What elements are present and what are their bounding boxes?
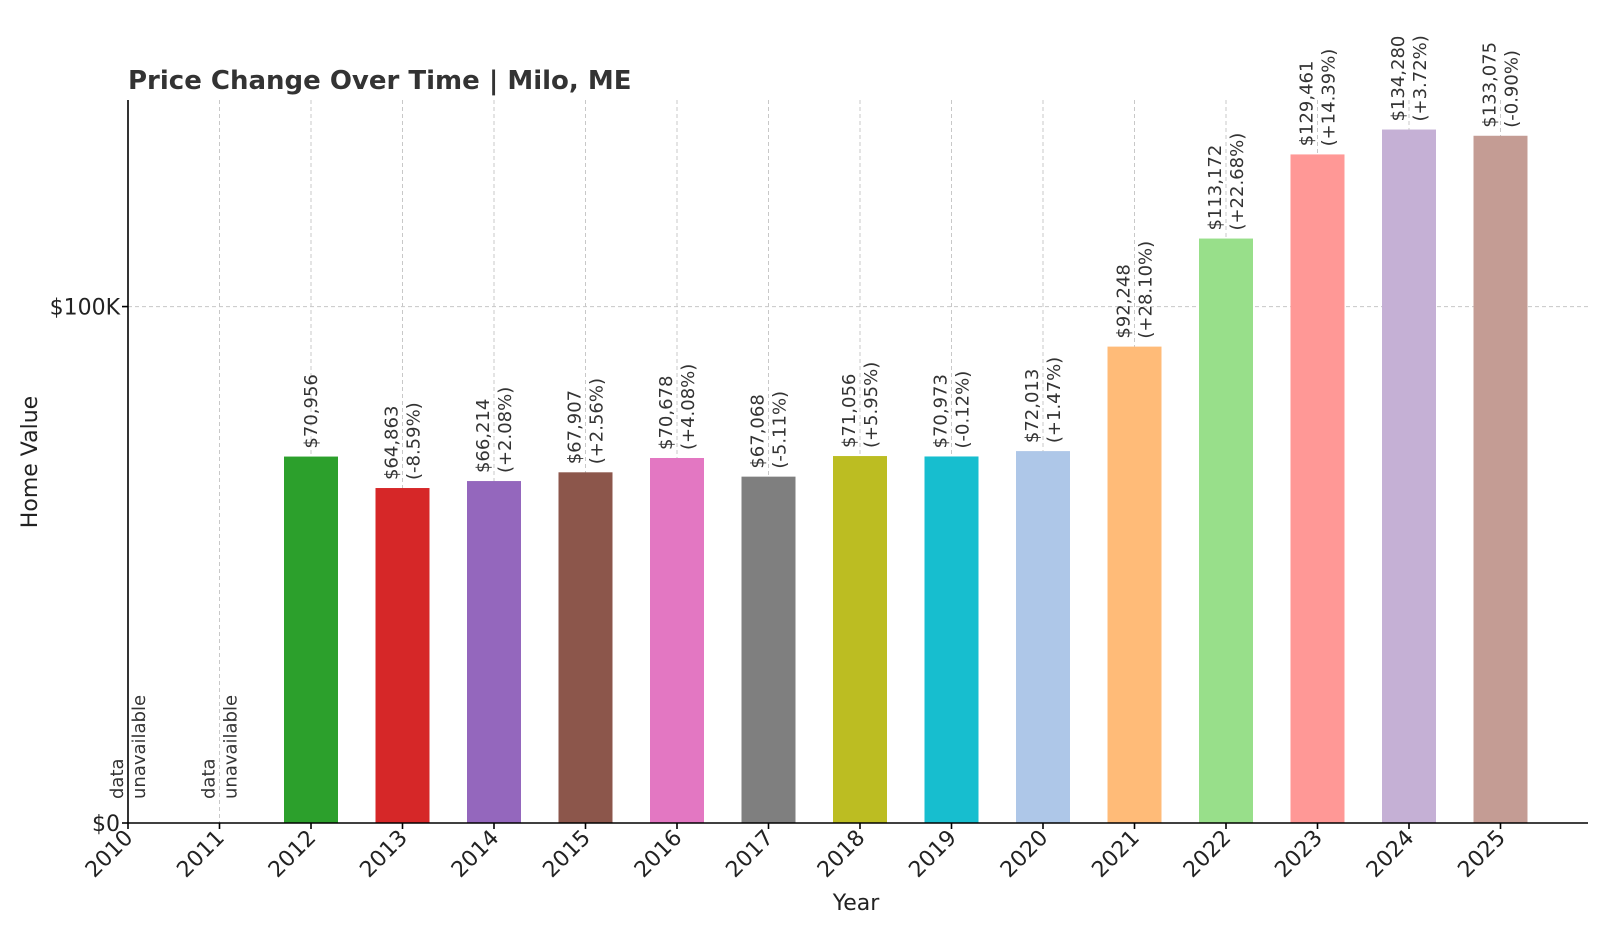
data-label-value: $64,863: [382, 406, 403, 480]
data-unavailable-line1: data: [199, 758, 220, 799]
x-tick-label-2014: 2014: [447, 826, 504, 883]
x-tick-label-2012: 2012: [264, 826, 321, 883]
data-label-value: $67,907: [565, 390, 586, 464]
bar-2012: [284, 456, 338, 823]
data-label-value: $70,973: [931, 374, 952, 448]
data-label-group: $67,907 (+2.56%): [565, 378, 608, 464]
data-label-change: (+3.72%): [1410, 35, 1431, 121]
y-axis-label: Home Value: [18, 396, 43, 528]
data-label-change: (-5.11%): [770, 391, 791, 469]
x-tick-label-2022: 2022: [1179, 826, 1236, 883]
bar-2015: [558, 472, 613, 823]
bar-2014: [467, 481, 521, 823]
x-tick-label-2015: 2015: [538, 826, 595, 883]
data-label-value: $70,678: [656, 376, 677, 450]
data-unavailable-label: data unavailable: [107, 695, 150, 799]
x-tick-label-2025: 2025: [1453, 826, 1510, 883]
bar-2018: [833, 456, 887, 823]
data-label-value: $129,461: [1297, 61, 1318, 147]
chart-title: Price Change Over Time | Milo, ME: [128, 66, 631, 96]
data-label-value: $70,956: [301, 374, 322, 448]
data-unavailable-line2: unavailable: [129, 695, 150, 799]
data-label-change: (+2.08%): [495, 387, 516, 473]
data-label-value: $133,075: [1480, 42, 1501, 128]
x-tick-label-2023: 2023: [1270, 826, 1327, 883]
bar-2021: [1107, 346, 1162, 823]
bar-2025: [1473, 135, 1528, 823]
data-label-group: $66,214 (+2.08%): [473, 387, 516, 473]
data-label-change: (+1.47%): [1044, 357, 1065, 443]
x-tick-label-2020: 2020: [996, 826, 1053, 883]
data-label-change: (+22.68%): [1227, 133, 1248, 231]
data-label-change: (+28.10%): [1136, 241, 1157, 339]
bar-2022: [1199, 238, 1253, 823]
x-tick-label-2021: 2021: [1087, 826, 1144, 883]
data-label-change: (+2.56%): [587, 378, 608, 464]
data-label-group: $113,172 (+22.68%): [1205, 133, 1248, 231]
data-label-group: $71,056 (+5.95%): [839, 362, 882, 448]
data-label-group: $72,013 (+1.47%): [1022, 357, 1065, 443]
data-label-change: (+4.08%): [678, 364, 699, 450]
data-label-value: $66,214: [473, 399, 494, 473]
data-label-group: $70,973 (-0.12%): [931, 371, 974, 449]
x-tick-label-2016: 2016: [630, 826, 687, 883]
data-label-value: $134,280: [1388, 36, 1409, 122]
bars: [284, 129, 1528, 824]
bar-2013: [375, 488, 430, 823]
data-label-group: $70,678 (+4.08%): [656, 364, 699, 450]
data-label-value: $71,056: [839, 374, 860, 448]
data-label-group: $64,863 (-8.59%): [382, 402, 425, 480]
data-unavailable-line2: unavailable: [221, 695, 242, 799]
x-tick-label-2018: 2018: [813, 826, 870, 883]
data-unavailable-label: data unavailable: [199, 695, 242, 799]
data-unavailable-line1: data: [107, 758, 128, 799]
bar-2024: [1382, 129, 1436, 823]
data-label-change: (+14.39%): [1319, 49, 1340, 147]
data-label-value: $72,013: [1022, 369, 1043, 443]
data-label-group: $70,956: [301, 374, 322, 448]
bar-labels: data unavailable data unavailable$70,956 $64…: [107, 35, 1523, 799]
data-label-group: $134,280 (+3.72%): [1388, 35, 1431, 121]
data-label-change: (-0.12%): [953, 371, 974, 449]
data-label-value: $92,248: [1114, 264, 1135, 338]
bar-2023: [1290, 154, 1345, 824]
x-tick-label-2017: 2017: [721, 826, 778, 883]
data-label-group: $67,068 (-5.11%): [748, 391, 791, 469]
bar-2020: [1016, 451, 1070, 823]
data-label-change: (-8.59%): [404, 402, 425, 480]
data-label-value: $113,172: [1205, 145, 1226, 231]
data-label-change: (+5.95%): [861, 362, 882, 448]
x-tick-label-2013: 2013: [355, 826, 412, 883]
x-axis-label: Year: [832, 891, 881, 916]
data-label-group: $92,248 (+28.10%): [1114, 241, 1157, 339]
x-tick-label-2011: 2011: [172, 826, 229, 883]
data-label-group: $133,075 (-0.90%): [1480, 42, 1523, 128]
y-tick-label: $0: [92, 812, 120, 837]
x-tick-label-2019: 2019: [904, 826, 961, 883]
data-label-group: $129,461 (+14.39%): [1297, 49, 1340, 147]
y-tick-label: $100K: [50, 296, 121, 321]
bar-2017: [741, 476, 796, 823]
bar-2016: [650, 457, 704, 823]
bar-2019: [924, 456, 979, 823]
x-tick-label-2024: 2024: [1362, 826, 1419, 883]
data-label-change: (-0.90%): [1502, 50, 1523, 128]
data-label-value: $67,068: [748, 394, 769, 468]
